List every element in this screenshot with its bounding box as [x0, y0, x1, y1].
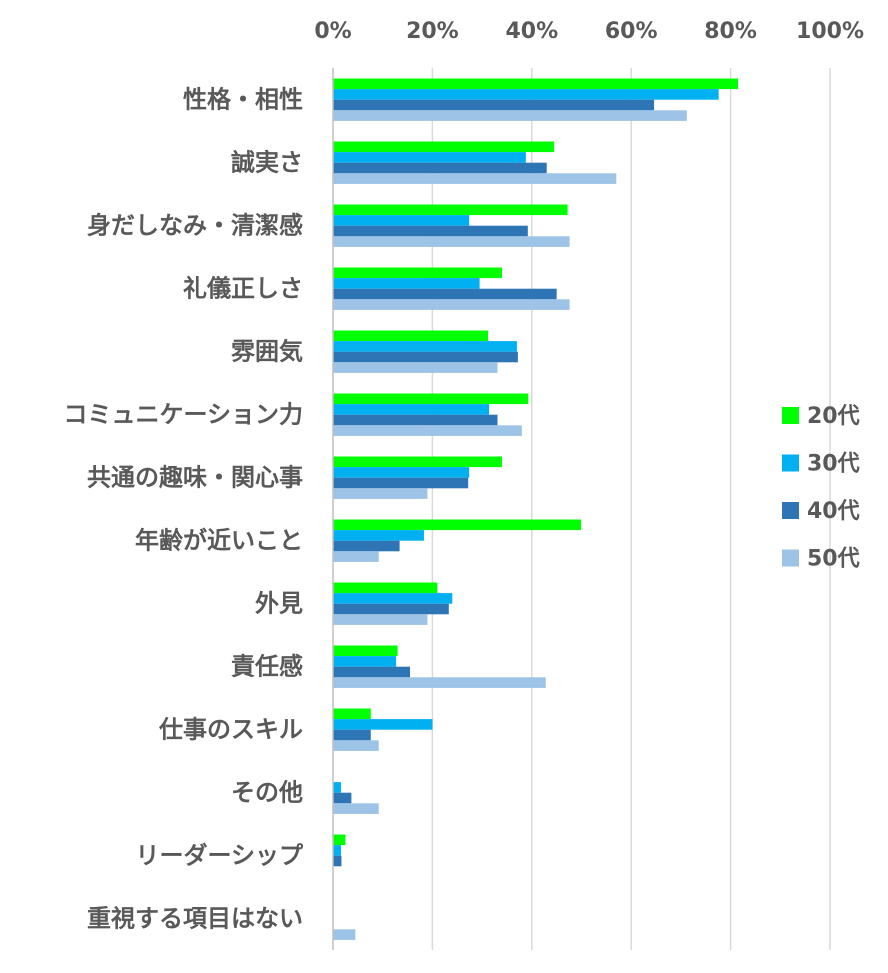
bar-50代-3	[333, 299, 570, 310]
bar-20代-5	[333, 393, 529, 405]
category-labels: 性格・相性誠実さ身だしなみ・清潔感礼儀正しさ雰囲気コミュニケーション力共通の趣味…	[63, 86, 304, 933]
legend: 20代 30代 40代 50代	[782, 404, 860, 572]
category-label: 身だしなみ・清潔感	[87, 212, 303, 240]
bar-50代-9	[333, 677, 546, 688]
bar-40代-8	[333, 603, 449, 615]
x-tick-label: 60%	[605, 19, 658, 44]
bar-30代-0	[333, 89, 719, 100]
bar-50代-5	[333, 425, 522, 436]
bar-30代-2	[333, 215, 470, 226]
x-tick-label: 100%	[796, 19, 864, 44]
bar-40代-5	[333, 414, 498, 426]
bar-50代-13	[333, 929, 356, 940]
bar-30代-10	[333, 719, 433, 730]
bar-20代-1	[333, 141, 555, 153]
legend-label: 40代	[807, 499, 860, 524]
bar-40代-7	[333, 540, 400, 552]
category-label: 性格・相性	[183, 86, 303, 114]
legend-swatch	[782, 454, 799, 472]
bars	[333, 78, 739, 940]
bar-40代-10	[333, 729, 371, 741]
category-label: リーダーシップ	[135, 842, 304, 870]
bar-20代-9	[333, 645, 398, 657]
legend-swatch	[782, 502, 799, 519]
bar-30代-6	[333, 467, 470, 478]
x-tick-label: 20%	[406, 19, 459, 44]
bar-50代-7	[333, 551, 379, 562]
bar-40代-9	[333, 666, 411, 678]
bar-50代-4	[333, 362, 498, 373]
bar-40代-0	[333, 99, 655, 111]
bar-40代-12	[333, 855, 342, 867]
legend-label: 30代	[807, 452, 860, 477]
category-label: 重視する項目はない	[87, 905, 303, 933]
bar-40代-2	[333, 225, 528, 237]
x-tick-label: 80%	[704, 19, 757, 44]
bar-20代-8	[333, 582, 438, 594]
category-label: 礼儀正しさ	[183, 275, 303, 303]
category-label: その他	[231, 779, 303, 807]
category-label: 共通の趣味・関心事	[87, 464, 303, 492]
legend-swatch	[782, 407, 799, 424]
legend-label: 20代	[807, 404, 860, 429]
x-tick-label: 0%	[314, 19, 351, 44]
bar-40代-11	[333, 792, 352, 804]
category-label: コミュニケーション力	[63, 401, 303, 429]
bar-50代-0	[333, 110, 687, 121]
bar-30代-11	[333, 782, 341, 793]
bar-20代-12	[333, 834, 346, 846]
legend-swatch	[782, 549, 799, 567]
bar-30代-9	[333, 656, 397, 667]
bar-20代-6	[333, 456, 502, 468]
x-axis-ticks: 0% 20% 40% 60% 80% 100%	[314, 19, 864, 44]
bar-40代-3	[333, 288, 557, 300]
bar-20代-0	[333, 78, 739, 90]
bar-40代-4	[333, 351, 518, 363]
bar-30代-7	[333, 530, 424, 541]
bar-30代-1	[333, 152, 526, 163]
category-label: 誠実さ	[231, 149, 303, 177]
bar-20代-10	[333, 708, 371, 720]
bar-50代-1	[333, 173, 617, 184]
legend-label: 50代	[807, 547, 860, 572]
category-label: 雰囲気	[231, 338, 303, 366]
bar-30代-8	[333, 593, 453, 604]
bar-40代-1	[333, 162, 547, 174]
bar-30代-12	[333, 845, 341, 856]
bar-50代-8	[333, 614, 428, 625]
bar-50代-6	[333, 488, 428, 499]
bar-20代-4	[333, 330, 489, 342]
bar-50代-2	[333, 236, 570, 247]
category-label: 責任感	[231, 653, 303, 681]
category-label: 年齢が近いこと	[135, 527, 303, 555]
category-label: 外見	[255, 590, 303, 618]
bar-30代-5	[333, 404, 490, 415]
bar-40代-6	[333, 477, 469, 489]
bar-20代-2	[333, 204, 568, 216]
gridlines	[431, 68, 831, 950]
bar-50代-11	[333, 803, 379, 814]
bar-30代-3	[333, 278, 480, 289]
bar-20代-3	[333, 267, 502, 279]
bar-30代-4	[333, 341, 517, 352]
x-tick-label: 40%	[505, 19, 558, 44]
bar-50代-10	[333, 740, 379, 751]
category-label: 仕事のスキル	[158, 716, 303, 744]
bar-20代-7	[333, 519, 582, 531]
